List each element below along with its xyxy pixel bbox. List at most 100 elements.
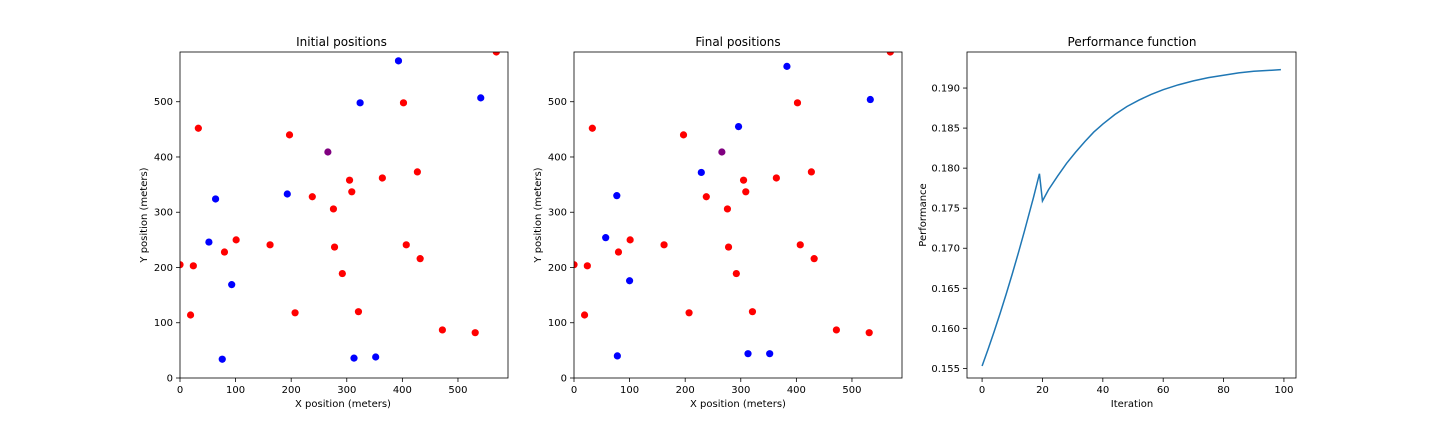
point-red	[345, 176, 354, 184]
point-red	[748, 308, 757, 316]
point-red	[832, 326, 841, 334]
point-blue	[394, 57, 403, 65]
point-red	[232, 236, 240, 244]
point-red	[378, 174, 386, 182]
point-red	[886, 52, 894, 56]
point-red	[189, 262, 197, 270]
data-marks	[180, 52, 500, 363]
point-blue	[866, 95, 874, 104]
x-tick-label: 0	[571, 385, 577, 396]
point-blue	[766, 350, 774, 358]
point-red	[194, 124, 202, 132]
y-axis-label: Y position (meters)	[139, 167, 150, 263]
point-red	[679, 131, 688, 139]
y-tick-label: 0	[561, 374, 567, 385]
point-blue	[734, 122, 743, 131]
chart-title: Initial positions	[296, 35, 387, 49]
point-red	[329, 205, 338, 213]
point-red	[583, 262, 591, 270]
y-tick-label: 300	[154, 208, 173, 219]
point-red	[724, 243, 733, 251]
point-purple	[718, 148, 726, 156]
x-tick-label: 0	[177, 385, 183, 396]
x-tick-label: 40	[1096, 385, 1109, 396]
x-axis-label: X position (meters)	[295, 399, 391, 410]
point-blue	[356, 99, 364, 107]
data-marks	[981, 68, 1281, 367]
axes-frame	[573, 51, 903, 379]
x-tick-label: 100	[226, 385, 245, 396]
data-marks	[574, 52, 894, 360]
y-tick-label: 200	[548, 263, 567, 274]
y-axis-label: Performance	[918, 183, 929, 246]
point-red	[580, 311, 589, 319]
point-blue	[625, 277, 634, 285]
point-blue	[697, 168, 705, 177]
y-tick-label: 0.160	[931, 324, 960, 335]
point-red	[338, 269, 346, 278]
x-tick-label: 20	[1036, 385, 1049, 396]
x-tick-label: 80	[1217, 385, 1230, 396]
x-axis-label: Iteration	[1111, 399, 1153, 410]
point-blue	[613, 352, 621, 360]
x-tick-label: 400	[393, 385, 412, 396]
point-red	[416, 255, 424, 263]
point-red	[266, 241, 274, 249]
point-red	[186, 311, 195, 319]
point-red	[865, 329, 873, 337]
y-axis-label: Y position (meters)	[533, 167, 544, 263]
point-purple	[324, 148, 332, 156]
y-tick-label: 0.190	[931, 84, 960, 95]
x-tick-label: 300	[337, 385, 356, 396]
point-red	[732, 269, 740, 278]
point-red	[723, 205, 732, 213]
y-tick-label: 500	[548, 97, 567, 108]
point-blue	[602, 234, 610, 242]
x-tick-label: 60	[1157, 385, 1170, 396]
point-red	[438, 326, 446, 334]
point-red	[402, 241, 410, 249]
point-red	[742, 188, 750, 196]
point-red	[220, 248, 229, 256]
point-red	[492, 52, 500, 56]
point-red	[471, 329, 479, 337]
y-tick-label: 0.180	[931, 164, 960, 175]
series-line	[981, 68, 1281, 367]
y-tick-label: 200	[154, 263, 173, 274]
x-tick-label: 500	[842, 385, 861, 396]
point-blue	[283, 190, 291, 198]
point-red	[574, 261, 578, 269]
y-tick-label: 400	[154, 152, 173, 163]
y-tick-label: 300	[548, 208, 567, 219]
x-tick-label: 100	[1274, 385, 1293, 396]
y-tick-label: 0.165	[931, 284, 960, 295]
x-tick-label: 300	[731, 385, 750, 396]
y-tick-label: 0.155	[931, 364, 960, 375]
y-tick-label: 500	[154, 97, 173, 108]
chart-title: Performance function	[1068, 35, 1197, 49]
point-blue	[205, 238, 213, 246]
y-tick-label: 0.175	[931, 204, 960, 215]
point-red	[810, 255, 818, 263]
chart-title: Final positions	[695, 35, 780, 49]
x-tick-label: 100	[620, 385, 639, 396]
point-blue	[477, 94, 485, 102]
point-red	[807, 168, 815, 176]
point-blue	[613, 192, 621, 200]
point-red	[180, 261, 184, 269]
point-red	[739, 176, 748, 184]
point-red	[702, 193, 710, 201]
y-tick-label: 0.170	[931, 244, 960, 255]
y-tick-label: 0.185	[931, 124, 960, 135]
x-tick-label: 400	[787, 385, 806, 396]
y-tick-label: 400	[548, 152, 567, 163]
point-blue	[350, 354, 358, 362]
point-blue	[744, 350, 752, 358]
point-red	[614, 248, 623, 256]
point-red	[685, 309, 693, 317]
point-red	[291, 309, 299, 317]
point-red	[796, 241, 804, 249]
point-blue	[372, 353, 380, 361]
point-red	[348, 188, 356, 196]
